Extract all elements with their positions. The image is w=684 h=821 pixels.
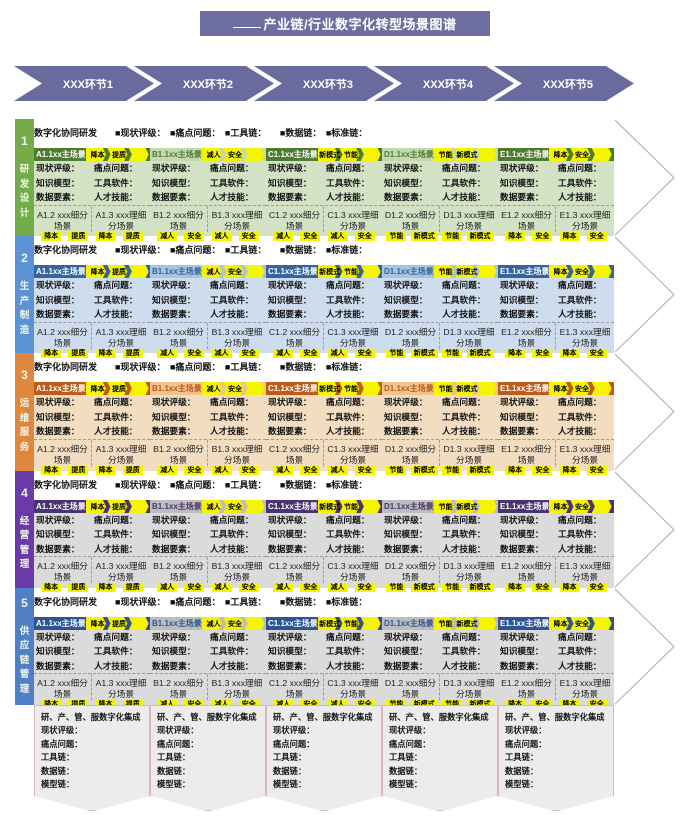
svg-text:降本: 降本 <box>90 619 104 628</box>
svg-text:节能: 节能 <box>438 150 452 159</box>
svg-text:降本: 降本 <box>90 150 104 159</box>
svg-text:新模式: 新模式 <box>319 384 340 393</box>
svg-text:提质: 提质 <box>111 384 126 393</box>
svg-text:减人: 减人 <box>206 619 221 628</box>
svg-text:安全: 安全 <box>575 619 590 628</box>
svg-text:新模式: 新模式 <box>319 150 340 159</box>
svg-text:提质: 提质 <box>111 267 126 276</box>
svg-text:降本: 降本 <box>554 502 568 511</box>
svg-text:降本: 降本 <box>554 619 568 628</box>
svg-text:新模式: 新模式 <box>456 267 477 276</box>
svg-text:安全: 安全 <box>575 384 590 393</box>
svg-text:安全: 安全 <box>228 150 243 159</box>
svg-text:提质: 提质 <box>111 502 126 511</box>
svg-text:节能: 节能 <box>344 619 358 628</box>
svg-text:新模式: 新模式 <box>319 502 340 511</box>
svg-text:减人: 减人 <box>206 502 221 511</box>
svg-text:新模式: 新模式 <box>456 150 477 159</box>
svg-text:安全: 安全 <box>575 502 590 511</box>
svg-text:提质: 提质 <box>111 619 126 628</box>
svg-text:安全: 安全 <box>228 502 243 511</box>
svg-text:新模式: 新模式 <box>456 502 477 511</box>
svg-text:降本: 降本 <box>554 384 568 393</box>
svg-text:减人: 减人 <box>206 150 221 159</box>
svg-text:节能: 节能 <box>438 384 452 393</box>
svg-text:提质: 提质 <box>111 150 126 159</box>
svg-text:降本: 降本 <box>90 502 104 511</box>
svg-text:减人: 减人 <box>206 384 221 393</box>
svg-text:节能: 节能 <box>438 502 452 511</box>
svg-text:新模式: 新模式 <box>319 267 340 276</box>
svg-text:降本: 降本 <box>554 150 568 159</box>
svg-text:安全: 安全 <box>228 619 243 628</box>
svg-text:节能: 节能 <box>344 267 358 276</box>
svg-text:安全: 安全 <box>575 150 590 159</box>
svg-text:新模式: 新模式 <box>319 619 340 628</box>
svg-text:节能: 节能 <box>438 619 452 628</box>
svg-text:降本: 降本 <box>90 384 104 393</box>
svg-text:安全: 安全 <box>228 384 243 393</box>
svg-text:安全: 安全 <box>228 267 243 276</box>
svg-text:降本: 降本 <box>90 267 104 276</box>
svg-text:新模式: 新模式 <box>456 619 477 628</box>
svg-text:节能: 节能 <box>344 384 358 393</box>
svg-text:安全: 安全 <box>575 267 590 276</box>
svg-text:降本: 降本 <box>554 267 568 276</box>
svg-text:减人: 减人 <box>206 267 221 276</box>
svg-text:新模式: 新模式 <box>456 384 477 393</box>
svg-text:节能: 节能 <box>438 267 452 276</box>
svg-text:节能: 节能 <box>344 150 358 159</box>
svg-text:节能: 节能 <box>344 502 358 511</box>
